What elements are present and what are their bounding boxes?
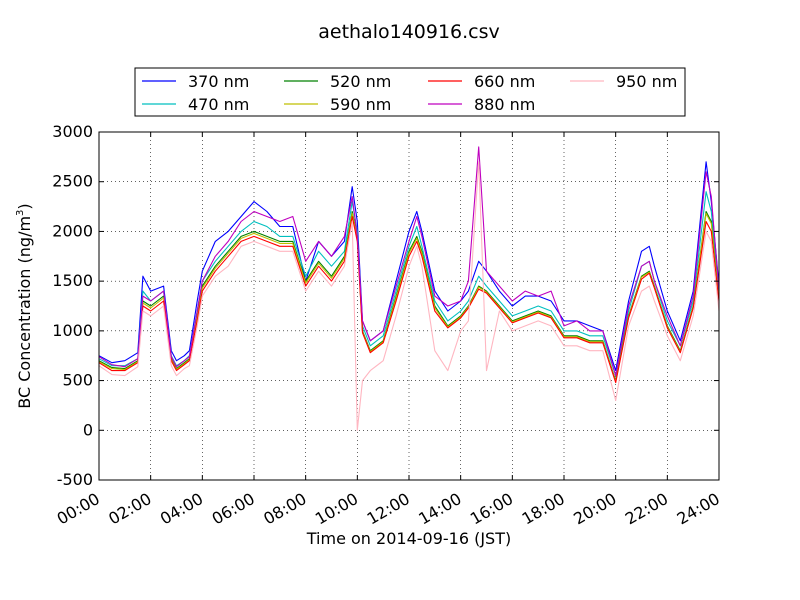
- legend-label: 950 nm: [616, 72, 677, 91]
- x-tick-label: 18:00: [519, 489, 568, 529]
- series-line-880-nm: [98, 146, 720, 377]
- x-tick-label: 16:00: [467, 489, 516, 529]
- y-axis-label-tail: ): [15, 203, 34, 209]
- y-axis-label-sup: 3: [15, 210, 26, 216]
- y-tick-label: -500: [57, 470, 93, 489]
- legend: 370 nm 470 nm 520 nm 590 nm 660 nm 880 nm 950 …: [134, 67, 686, 117]
- chart-title: aethalo140916.csv: [318, 21, 500, 43]
- x-tick-label: 24:00: [674, 489, 723, 529]
- x-tick-label: 22:00: [622, 489, 671, 529]
- series-line-370-nm: [98, 161, 720, 372]
- legend-label: 470 nm: [188, 95, 249, 114]
- series-line-660-nm: [98, 215, 720, 384]
- y-tick-label: 1500: [52, 271, 93, 290]
- y-tick-label: 1000: [52, 321, 93, 340]
- legend-label: 370 nm: [188, 72, 249, 91]
- grid-lines: [99, 132, 719, 480]
- x-tick-label: 06:00: [209, 489, 258, 529]
- y-axis-label: BC Concentration (ng/m3): [15, 203, 34, 408]
- x-tick-label: 00:00: [54, 489, 103, 529]
- legend-label: 520 nm: [330, 72, 391, 91]
- series-line-950-nm: [98, 161, 720, 431]
- x-tick-label: 02:00: [105, 489, 154, 529]
- y-tick-label: 3000: [52, 122, 93, 141]
- x-tick-label: 20:00: [570, 489, 619, 529]
- x-tick-label: 12:00: [364, 489, 413, 529]
- x-tick-label: 08:00: [260, 489, 309, 529]
- legend-label: 660 nm: [474, 72, 535, 91]
- y-tick-label: 2000: [52, 221, 93, 240]
- y-tick-label: 500: [62, 371, 93, 390]
- x-tick-label: 14:00: [415, 489, 464, 529]
- y-tick-label: 0: [83, 420, 93, 439]
- legend-label: 590 nm: [330, 95, 391, 114]
- y-axis-label-base: BC Concentration (ng/m: [15, 216, 34, 409]
- x-tick-label: 04:00: [157, 489, 206, 529]
- legend-box: [134, 67, 686, 117]
- series-lines: [98, 146, 720, 431]
- x-axis-label: Time on 2014-09-16 (JST): [306, 529, 511, 548]
- legend-label: 880 nm: [474, 95, 535, 114]
- x-tick-label: 10:00: [312, 489, 361, 529]
- y-tick-label: 2500: [52, 172, 93, 191]
